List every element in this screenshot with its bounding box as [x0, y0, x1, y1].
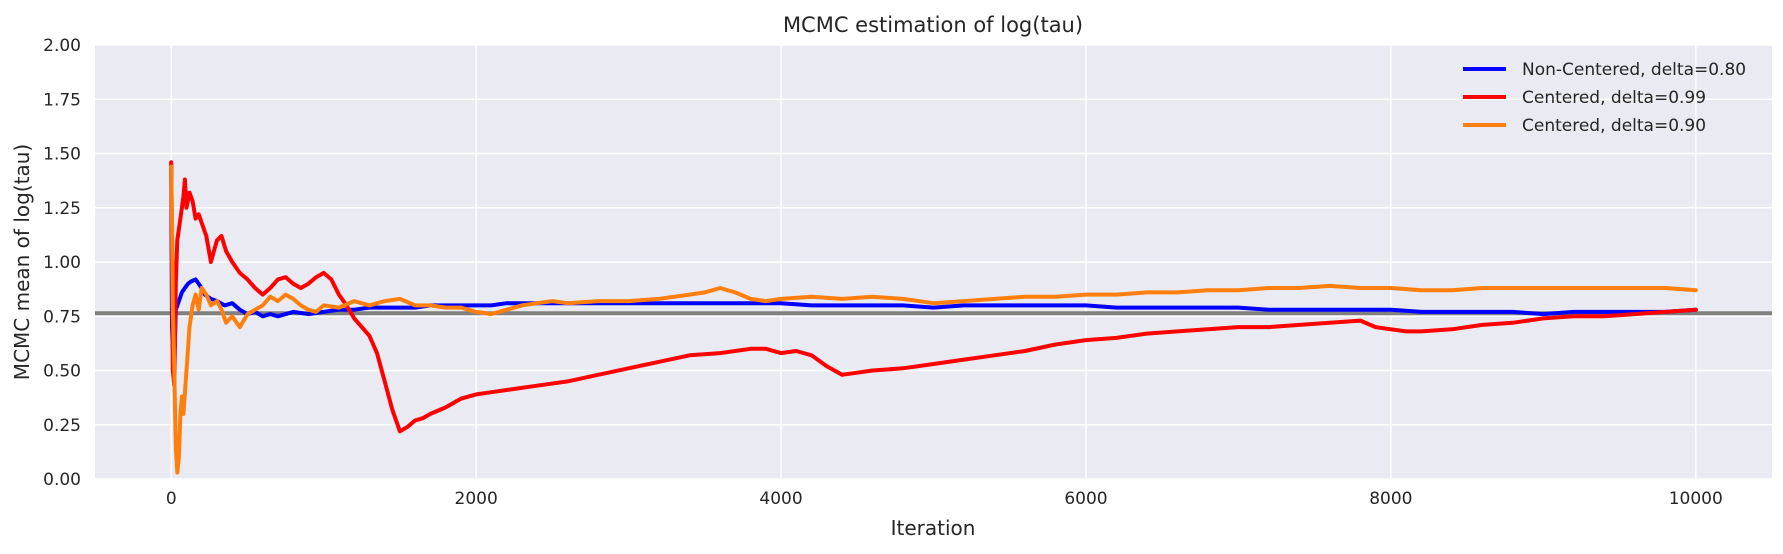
- x-axis-title: Iteration: [891, 516, 976, 540]
- x-tick-label: 6000: [1064, 489, 1107, 509]
- y-tick-label: 1.50: [43, 145, 81, 165]
- x-tick-label: 2000: [455, 489, 498, 509]
- x-tick-label: 8000: [1369, 489, 1412, 509]
- y-tick-label: 0.50: [43, 362, 81, 382]
- x-tick-label: 4000: [759, 489, 802, 509]
- y-axis-title: MCMC mean of log(tau): [10, 144, 34, 380]
- y-tick-label: 0.00: [43, 470, 81, 490]
- y-tick-label: 2.00: [43, 36, 81, 56]
- chart-title: MCMC estimation of log(tau): [783, 13, 1083, 37]
- series-lines: [169, 160, 1698, 475]
- legend-label: Centered, delta=0.99: [1522, 88, 1706, 108]
- y-tick-label: 1.00: [43, 253, 81, 273]
- y-axis-ticks: 0.00 0.25 0.50 0.75 1.00 1.25 1.50 1.75 2.00: [43, 36, 81, 490]
- x-tick-label: 10000: [1669, 489, 1723, 509]
- y-tick-label: 0.25: [43, 416, 81, 436]
- y-tick-label: 1.25: [43, 199, 81, 219]
- x-axis-ticks: 0 2000 4000 6000 8000 10000: [166, 489, 1723, 509]
- legend-label: Centered, delta=0.90: [1522, 116, 1706, 136]
- y-tick-label: 0.75: [43, 307, 81, 327]
- x-tick-label: 0: [166, 489, 177, 509]
- y-tick-label: 1.75: [43, 90, 81, 110]
- series-line-3: [169, 164, 1698, 475]
- series-line-2: [169, 160, 1698, 434]
- legend: Non-Centered, delta=0.80 Centered, delta=…: [1463, 60, 1746, 136]
- legend-label: Non-Centered, delta=0.80: [1522, 60, 1746, 80]
- grid: [95, 44, 1772, 480]
